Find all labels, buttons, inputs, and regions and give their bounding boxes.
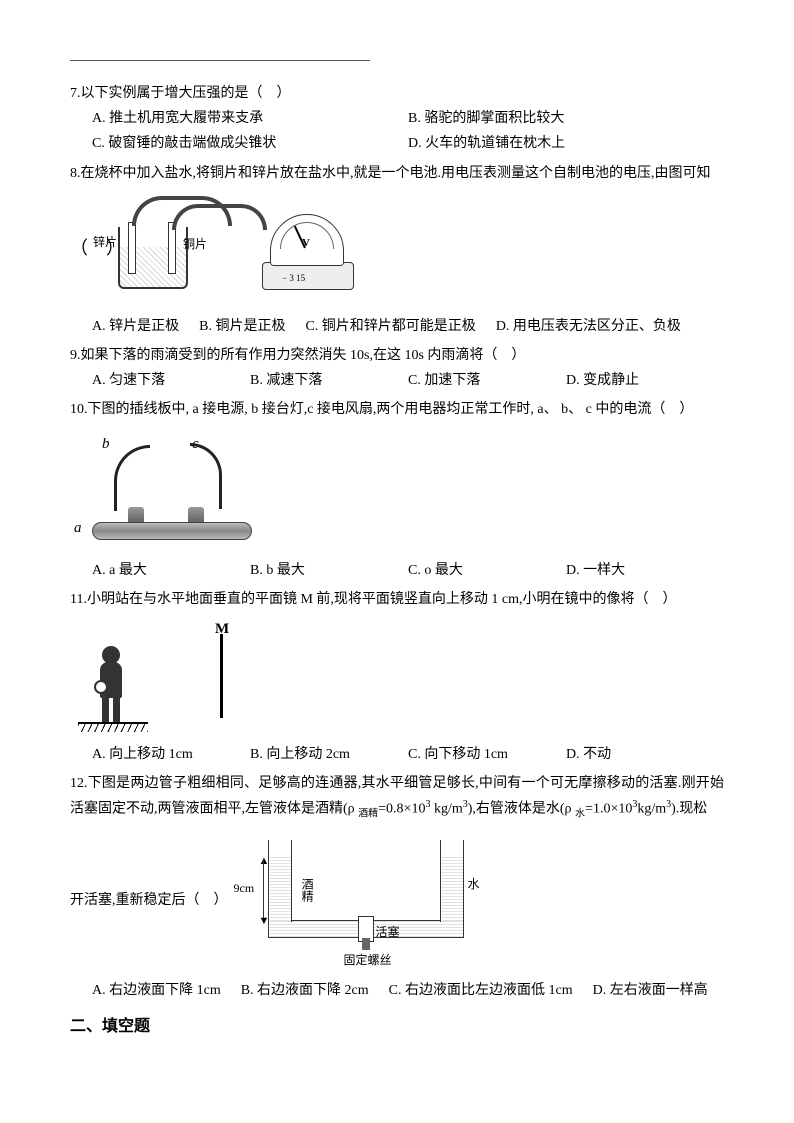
q7-opt-a: A. 推土机用宽大履带来支承 [92,106,408,131]
q12-row: 开活塞,重新稳定后（ ） ▲ 9cm ▼ 酒精 水 活塞 固定螺丝 [70,830,724,972]
cord-b-icon [114,445,150,511]
section-2-heading: 二、填空题 [70,1013,724,1042]
label-a: a [74,515,82,542]
question-12: 12.下图是两边管子粗细相同、足够高的连通器,其水平细管足够长,中间有一个可无摩… [70,771,724,1003]
q12-t2: =0.8×10 [378,802,425,817]
q12-sub2: 水 [575,809,585,820]
q12-line2: 开活塞,重新稳定后（ ） [70,888,228,913]
q12-t5: =1.0×10 [585,802,632,817]
q11-opt-a: A. 向上移动 1cm [92,742,250,767]
q12-options: A. 右边液面下降 1cm B. 右边液面下降 2cm C. 右边液面比左边液面… [70,978,724,1003]
tube-right-icon [440,840,464,922]
power-strip-icon [92,522,252,540]
question-11: 11.小明站在与水平地面垂直的平面镜 M 前,现将平面镜竖直向上移动 1 cm,… [70,587,724,767]
mirror-icon [220,634,223,718]
q12-t3: kg/m [430,802,462,817]
q10-options: A. a 最大 B. b 最大 C. o 最大 D. 一样大 [70,558,724,583]
dim-line-icon [263,860,264,918]
q8-figure: （ ） 锌片 铜片 V − 3 15 [70,192,390,312]
q10-stem: 10.下图的插线板中, a 接电源, b 接台灯,c 接电风扇,两个用电器均正常… [70,397,724,422]
q12-t4: ),右管液体是水(ρ [468,802,575,817]
question-8: 8.在烧杯中加入盐水,将铜片和锌片放在盐水中,就是一个电池.用电压表测量这个自制… [70,161,724,339]
screw-icon [362,938,370,950]
q9-stem: 9.如果下落的雨滴受到的所有作用力突然消失 10s,在这 10s 内雨滴将（ ） [70,343,724,368]
water-label: 水 [468,874,480,896]
q11-opt-d: D. 不动 [566,742,724,767]
wire-icon [172,204,267,230]
q9-opt-b: B. 减速下落 [250,368,408,393]
cord-c-icon [190,443,222,509]
zinc-label: 锌片 [93,232,117,254]
question-7: 7.以下实例属于增大压强的是（ ） A. 推土机用宽大履带来支承 B. 骆驼的脚… [70,81,724,157]
q11-opt-b: B. 向上移动 2cm [250,742,408,767]
zinc-plate-icon [128,222,136,274]
q12-opt-c: C. 右边液面比左边液面低 1cm [389,978,573,1003]
screw-label: 固定螺丝 [344,950,392,972]
q11-figure: M [70,618,270,738]
piston-label: 活塞 [376,922,400,944]
mirror-label: M [215,616,229,643]
label-b: b [102,431,110,458]
question-10: 10.下图的插线板中, a 接电源, b 接台灯,c 接电风扇,两个用电器均正常… [70,397,724,582]
q12-t7: ).现松 [671,802,707,817]
copper-label: 铜片 [183,234,207,256]
meter-scale-label: − 3 15 [282,270,305,286]
q8-opt-c: C. 铜片和锌片都可能是正极 [305,314,475,339]
q12-opt-a: A. 右边液面下降 1cm [92,978,221,1003]
q9-opt-c: C. 加速下落 [408,368,566,393]
q7-opt-b: B. 骆驼的脚掌面积比较大 [408,106,724,131]
q8-opt-b: B. 铜片是正极 [199,314,285,339]
q12-figure: ▲ 9cm ▼ 酒精 水 活塞 固定螺丝 [236,836,496,966]
q7-opt-d: D. 火车的轨道铺在枕木上 [408,131,724,156]
question-9: 9.如果下落的雨滴受到的所有作用力突然消失 10s,在这 10s 内雨滴将（ ）… [70,343,724,393]
q9-opt-d: D. 变成静止 [566,368,724,393]
q8-stem: 8.在烧杯中加入盐水,将铜片和锌片放在盐水中,就是一个电池.用电压表测量这个自制… [70,161,724,186]
q10-opt-c: C. o 最大 [408,558,566,583]
meter-v-label: V [302,234,310,254]
q7-opt-c: C. 破窗锤的敲击端做成尖锥状 [92,131,408,156]
q12-t6: kg/m [637,802,666,817]
q10-opt-d: D. 一样大 [566,558,724,583]
q8-options: A. 锌片是正极 B. 铜片是正极 C. 铜片和锌片都可能是正极 D. 用电压表… [70,314,724,339]
q12-opt-d: D. 左右液面一样高 [593,978,708,1003]
q11-stem: 11.小明站在与水平地面垂直的平面镜 M 前,现将平面镜竖直向上移动 1 cm,… [70,587,724,612]
htop-left-icon [292,920,358,922]
ground-hatch-icon [78,724,148,732]
alcohol-label: 酒精 [296,878,318,902]
q10-figure: a b c [70,429,260,554]
q8-opt-d: D. 用电压表无法区分正、负极 [496,314,681,339]
q10-opt-a: A. a 最大 [92,558,250,583]
tube-left-icon [268,840,292,922]
voltmeter-icon: V − 3 15 [262,214,354,292]
q7-stem: 7.以下实例属于增大压强的是（ ） [70,81,724,106]
q11-options: A. 向上移动 1cm B. 向上移动 2cm C. 向下移动 1cm D. 不… [70,742,724,767]
q12-sub1: 酒精 [358,809,378,820]
q12-stem: 12.下图是两边管子粗细相同、足够高的连通器,其水平细管足够长,中间有一个可无摩… [70,771,724,824]
dim-9cm: 9cm [234,878,255,900]
q9-opt-a: A. 匀速下落 [92,368,250,393]
q8-opt-a: A. 锌片是正极 [92,314,179,339]
q11-opt-c: C. 向下移动 1cm [408,742,566,767]
q12-opt-b: B. 右边液面下降 2cm [241,978,369,1003]
q7-options-row2: C. 破窗锤的敲击端做成尖锥状 D. 火车的轨道铺在枕木上 [70,131,724,156]
q10-opt-b: B. b 最大 [250,558,408,583]
q9-options: A. 匀速下落 B. 减速下落 C. 加速下落 D. 变成静止 [70,368,724,393]
header-rule [70,60,370,61]
q7-options-row1: A. 推土机用宽大履带来支承 B. 骆驼的脚掌面积比较大 [70,106,724,131]
